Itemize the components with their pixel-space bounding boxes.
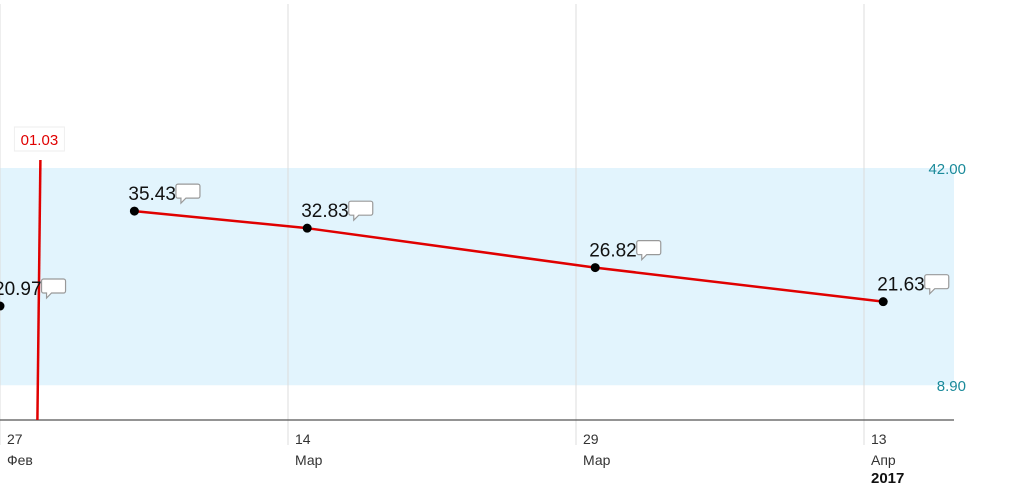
marker-box xyxy=(13,126,65,152)
x-tick-label: 14 xyxy=(295,431,311,447)
comment-icon xyxy=(924,274,950,296)
data-label: 20.97 xyxy=(0,279,42,300)
data-label: 21.63 xyxy=(877,275,925,296)
marker-label: 01.03 xyxy=(21,132,59,149)
y-tick-label: 8.90 xyxy=(937,378,966,395)
x-tick-label: 27 xyxy=(7,431,23,447)
data-point xyxy=(878,297,888,307)
marker-line xyxy=(36,159,42,421)
line-segment xyxy=(307,226,596,269)
x-tick-label: 29 xyxy=(583,431,599,447)
data-label: 26.82 xyxy=(589,241,637,262)
comment-icon xyxy=(348,200,374,222)
x-tick-month: Апр xyxy=(871,452,896,468)
line-segment xyxy=(595,266,884,303)
x-tick-month: Фев xyxy=(7,452,33,468)
comment-icon xyxy=(40,278,67,300)
data-point xyxy=(590,263,600,273)
x-tick-year: 2017 xyxy=(871,470,904,487)
line-segment xyxy=(134,209,308,230)
y-tick-label: 42.00 xyxy=(928,161,966,178)
x-tick-label: 13 xyxy=(871,431,887,447)
x-tick-month: Мар xyxy=(583,452,611,468)
comment-icon xyxy=(636,240,662,262)
data-label: 32.83 xyxy=(301,201,349,222)
comment-icon xyxy=(175,183,201,205)
x-tick-month: Мар xyxy=(295,452,323,468)
data-point xyxy=(129,206,139,216)
data-point xyxy=(302,223,312,233)
reference-band xyxy=(0,168,954,386)
data-label: 35.43 xyxy=(128,184,176,205)
data-point xyxy=(0,301,5,311)
